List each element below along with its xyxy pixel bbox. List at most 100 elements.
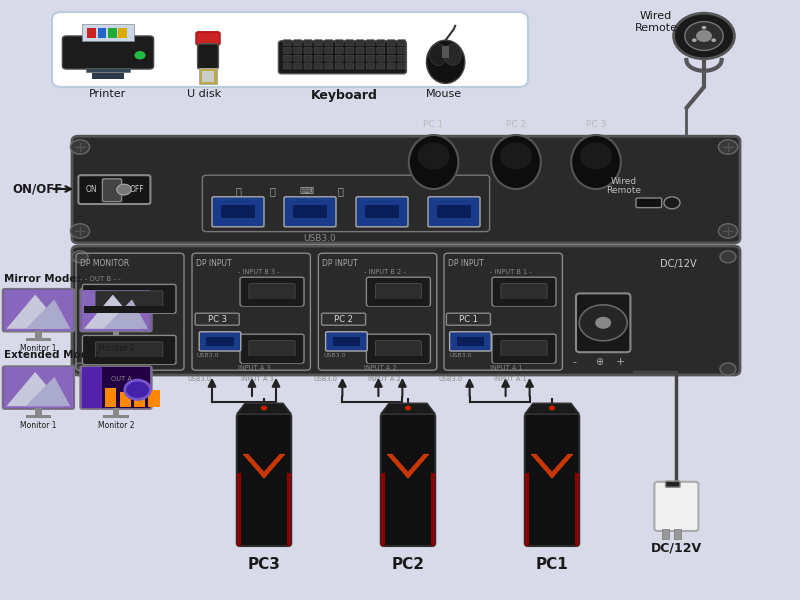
FancyBboxPatch shape <box>294 47 302 53</box>
Text: ON/OFF: ON/OFF <box>12 182 62 196</box>
Bar <box>293 205 327 218</box>
Circle shape <box>711 38 716 42</box>
FancyBboxPatch shape <box>95 342 163 358</box>
Text: PC 2: PC 2 <box>334 314 353 323</box>
Bar <box>82 24 134 41</box>
FancyBboxPatch shape <box>237 414 291 546</box>
FancyBboxPatch shape <box>284 197 336 227</box>
FancyBboxPatch shape <box>283 55 291 61</box>
FancyBboxPatch shape <box>326 332 367 351</box>
FancyBboxPatch shape <box>387 55 395 61</box>
FancyBboxPatch shape <box>2 366 74 409</box>
Bar <box>103 338 129 341</box>
Bar <box>86 68 130 72</box>
Text: PC1: PC1 <box>536 557 568 572</box>
Text: DC/12V: DC/12V <box>660 259 697 269</box>
Text: - INPUT B 1 -: - INPUT B 1 - <box>490 269 531 275</box>
FancyBboxPatch shape <box>249 284 295 299</box>
FancyBboxPatch shape <box>283 63 291 69</box>
Ellipse shape <box>491 135 541 189</box>
FancyBboxPatch shape <box>314 47 322 53</box>
Text: ⦾: ⦾ <box>337 186 343 196</box>
Text: - INPUT B 3 -: - INPUT B 3 - <box>238 269 279 275</box>
FancyBboxPatch shape <box>492 334 556 363</box>
FancyBboxPatch shape <box>72 246 740 375</box>
FancyBboxPatch shape <box>377 63 385 69</box>
FancyBboxPatch shape <box>356 197 408 227</box>
FancyBboxPatch shape <box>78 175 150 204</box>
Bar <box>437 205 471 218</box>
FancyBboxPatch shape <box>356 63 364 69</box>
Bar <box>221 205 255 218</box>
Bar <box>26 338 51 341</box>
FancyBboxPatch shape <box>314 40 322 46</box>
FancyBboxPatch shape <box>62 36 154 69</box>
Circle shape <box>720 363 736 375</box>
Text: Wired: Wired <box>640 11 672 21</box>
Polygon shape <box>6 372 64 406</box>
FancyBboxPatch shape <box>283 40 291 46</box>
FancyBboxPatch shape <box>377 47 385 53</box>
Text: OUT A: OUT A <box>111 376 132 382</box>
Text: Remote: Remote <box>634 23 678 33</box>
FancyBboxPatch shape <box>314 63 322 69</box>
Bar <box>26 415 51 418</box>
Bar <box>494 356 554 363</box>
FancyBboxPatch shape <box>198 44 218 69</box>
FancyBboxPatch shape <box>366 40 374 46</box>
FancyBboxPatch shape <box>366 47 374 53</box>
Text: Extended Mode:: Extended Mode: <box>4 350 99 360</box>
FancyBboxPatch shape <box>322 313 366 325</box>
Ellipse shape <box>571 135 621 189</box>
FancyBboxPatch shape <box>492 277 556 306</box>
Bar <box>457 337 484 346</box>
FancyBboxPatch shape <box>80 289 152 332</box>
Text: ⌨: ⌨ <box>299 186 314 196</box>
Ellipse shape <box>500 142 532 169</box>
Text: DP INPUT: DP INPUT <box>322 259 358 268</box>
Circle shape <box>70 224 90 238</box>
Bar <box>242 299 302 306</box>
FancyBboxPatch shape <box>304 55 312 61</box>
Text: PC3: PC3 <box>247 557 281 572</box>
FancyBboxPatch shape <box>294 40 302 46</box>
FancyBboxPatch shape <box>52 12 528 87</box>
Text: DP MONITOR: DP MONITOR <box>80 259 130 268</box>
Circle shape <box>664 197 680 209</box>
Text: INPUT A 2: INPUT A 2 <box>368 376 400 382</box>
FancyBboxPatch shape <box>199 332 241 351</box>
Text: Monitor 1: Monitor 1 <box>20 421 57 430</box>
Bar <box>575 473 579 546</box>
Bar <box>92 73 124 79</box>
FancyBboxPatch shape <box>366 334 430 363</box>
Polygon shape <box>525 403 579 414</box>
Bar <box>103 415 129 418</box>
FancyBboxPatch shape <box>95 291 163 307</box>
Circle shape <box>125 380 150 400</box>
Text: DC/12V: DC/12V <box>650 541 702 554</box>
Polygon shape <box>84 295 142 329</box>
FancyBboxPatch shape <box>387 40 395 46</box>
Circle shape <box>718 140 738 154</box>
FancyBboxPatch shape <box>356 47 364 53</box>
FancyBboxPatch shape <box>346 47 354 53</box>
Text: USB3.0: USB3.0 <box>197 353 219 358</box>
Circle shape <box>685 22 723 50</box>
Text: INPUT A 1: INPUT A 1 <box>494 376 526 382</box>
Bar <box>442 46 449 58</box>
Circle shape <box>674 13 734 59</box>
Bar <box>202 71 214 82</box>
Bar <box>87 28 96 38</box>
Circle shape <box>692 38 697 42</box>
FancyBboxPatch shape <box>446 313 490 325</box>
Circle shape <box>117 184 131 195</box>
FancyBboxPatch shape <box>356 40 364 46</box>
Text: PC 3: PC 3 <box>208 314 226 323</box>
FancyBboxPatch shape <box>294 55 302 61</box>
Bar <box>35 408 42 416</box>
Bar <box>84 357 174 364</box>
Text: - - OUT B - -: - - OUT B - - <box>80 276 121 282</box>
Text: PC2: PC2 <box>391 557 425 572</box>
FancyBboxPatch shape <box>294 63 302 69</box>
FancyBboxPatch shape <box>501 341 547 356</box>
